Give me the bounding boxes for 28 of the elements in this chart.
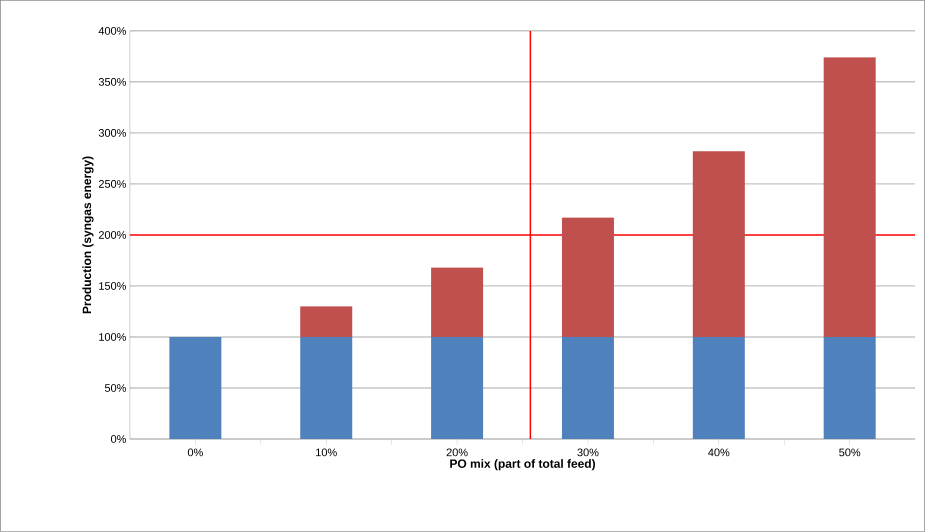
bar	[824, 57, 876, 338]
y-tick-label: 300%	[98, 129, 126, 137]
bar	[562, 337, 614, 440]
x-tick-label: 20%	[446, 448, 468, 456]
x-tick-label: 30%	[577, 448, 599, 456]
x-tick-label: 40%	[708, 448, 730, 456]
x-tick-label: 50%	[839, 448, 860, 456]
y-tick-label: 350%	[98, 78, 126, 86]
y-tick-label: 0%	[110, 435, 126, 443]
y-axis-title: Production (syngas energy)	[82, 156, 94, 314]
y-tick-label: 200%	[98, 231, 126, 239]
bar	[169, 337, 222, 440]
bar	[431, 337, 484, 440]
bar	[300, 337, 352, 440]
y-tick-label: 50%	[104, 384, 126, 392]
y-tick-label: 400%	[98, 27, 126, 35]
x-tick-label: 10%	[316, 448, 337, 456]
bar	[692, 337, 745, 440]
bar	[300, 306, 352, 338]
y-tick-label: 100%	[99, 333, 126, 341]
y-tick-label: 150%	[99, 282, 126, 290]
bar	[431, 268, 484, 338]
y-tick-label: 250%	[98, 180, 126, 188]
bar	[824, 337, 876, 440]
x-tick-label: 0%	[188, 448, 203, 456]
x-axis-title: PO mix (part of total feed)	[450, 459, 596, 470]
bar	[692, 151, 745, 338]
bar	[562, 218, 614, 338]
